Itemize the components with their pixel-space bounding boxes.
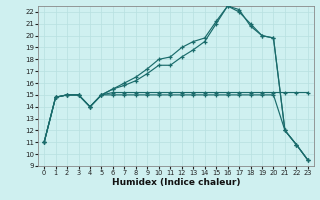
- X-axis label: Humidex (Indice chaleur): Humidex (Indice chaleur): [112, 178, 240, 187]
